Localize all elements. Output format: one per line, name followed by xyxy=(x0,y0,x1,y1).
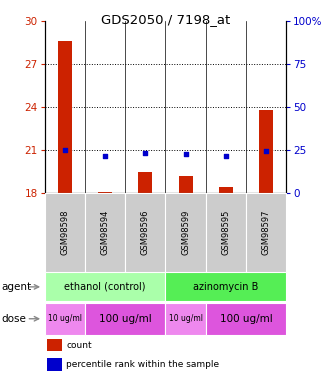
Text: GSM98596: GSM98596 xyxy=(141,210,150,255)
Bar xyxy=(45,193,85,272)
Bar xyxy=(206,193,246,272)
Bar xyxy=(47,358,62,371)
Text: 10 ug/ml: 10 ug/ml xyxy=(48,314,82,323)
Bar xyxy=(85,303,166,335)
Text: 100 ug/ml: 100 ug/ml xyxy=(99,314,152,324)
Text: azinomycin B: azinomycin B xyxy=(193,282,259,292)
Bar xyxy=(246,193,286,272)
Text: GDS2050 / 7198_at: GDS2050 / 7198_at xyxy=(101,13,230,26)
Text: GSM98594: GSM98594 xyxy=(101,210,110,255)
Bar xyxy=(166,193,206,272)
Text: GSM98597: GSM98597 xyxy=(262,210,271,255)
Point xyxy=(183,151,188,157)
Point xyxy=(62,147,68,153)
Text: count: count xyxy=(67,340,92,350)
Text: GSM98598: GSM98598 xyxy=(60,210,69,255)
Point xyxy=(143,150,148,156)
Text: 10 ug/ml: 10 ug/ml xyxy=(168,314,203,323)
Text: 100 ug/ml: 100 ug/ml xyxy=(220,314,272,324)
Bar xyxy=(219,188,233,193)
Bar xyxy=(47,339,62,351)
Bar xyxy=(98,192,112,193)
Bar xyxy=(166,273,286,301)
Point xyxy=(102,153,108,159)
Bar xyxy=(85,193,125,272)
Text: percentile rank within the sample: percentile rank within the sample xyxy=(67,360,219,369)
Bar xyxy=(179,176,193,193)
Text: agent: agent xyxy=(2,282,32,292)
Point xyxy=(223,153,228,159)
Text: dose: dose xyxy=(2,314,26,324)
Text: GSM98595: GSM98595 xyxy=(221,210,230,255)
Bar xyxy=(45,303,85,335)
Point xyxy=(263,148,269,154)
Bar xyxy=(138,172,152,193)
Bar xyxy=(58,41,72,193)
Bar xyxy=(45,273,166,301)
Text: GSM98599: GSM98599 xyxy=(181,210,190,255)
Bar xyxy=(125,193,166,272)
Bar xyxy=(206,303,286,335)
Text: ethanol (control): ethanol (control) xyxy=(64,282,146,292)
Bar xyxy=(166,303,206,335)
Bar xyxy=(259,110,273,193)
